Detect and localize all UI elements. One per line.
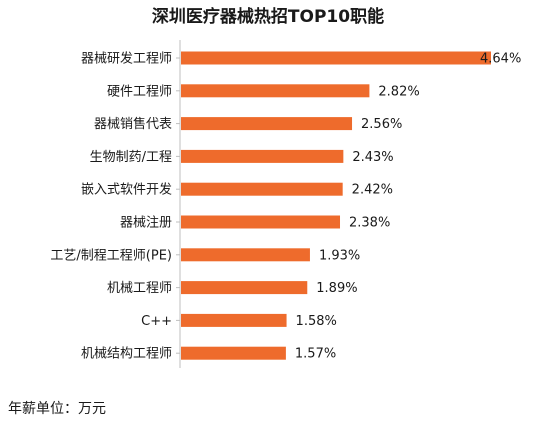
data-label: 1.58% bbox=[296, 314, 337, 329]
bar bbox=[181, 215, 341, 229]
chart-title: 深圳医疗器械热招TOP10职能 bbox=[151, 7, 385, 27]
data-label: 1.57% bbox=[295, 347, 336, 362]
category-label: 器械注册 bbox=[120, 216, 172, 231]
data-label: 2.42% bbox=[352, 183, 393, 198]
category-label: 器械销售代表 bbox=[94, 116, 172, 132]
bar bbox=[181, 182, 343, 196]
category-label: 机械结构工程师 bbox=[81, 347, 172, 362]
bar bbox=[181, 248, 310, 262]
data-label: 2.43% bbox=[352, 150, 393, 165]
data-label: 2.56% bbox=[361, 117, 402, 132]
bar bbox=[181, 84, 370, 98]
data-label: 4.64% bbox=[480, 52, 521, 67]
data-label: 2.38% bbox=[349, 216, 390, 231]
bar bbox=[181, 346, 286, 360]
category-label: 硬件工程师 bbox=[107, 84, 172, 99]
category-label: 嵌入式软件开发 bbox=[81, 182, 172, 198]
category-label: 机械工程师 bbox=[107, 281, 172, 296]
bar bbox=[181, 117, 353, 131]
footnote: 年薪单位：万元 bbox=[8, 401, 106, 417]
category-label: 器械研发工程师 bbox=[81, 51, 172, 67]
category-label: 生物制药/工程 bbox=[90, 150, 172, 165]
bar bbox=[181, 313, 287, 327]
category-label: C++ bbox=[141, 314, 172, 329]
bar bbox=[181, 51, 491, 65]
category-label: 工艺/制程工程师(PE) bbox=[50, 248, 172, 263]
data-label: 1.93% bbox=[319, 248, 360, 263]
bar bbox=[181, 149, 344, 163]
bar bbox=[181, 281, 308, 295]
data-label: 2.82% bbox=[378, 84, 419, 99]
data-label: 1.89% bbox=[316, 281, 357, 296]
